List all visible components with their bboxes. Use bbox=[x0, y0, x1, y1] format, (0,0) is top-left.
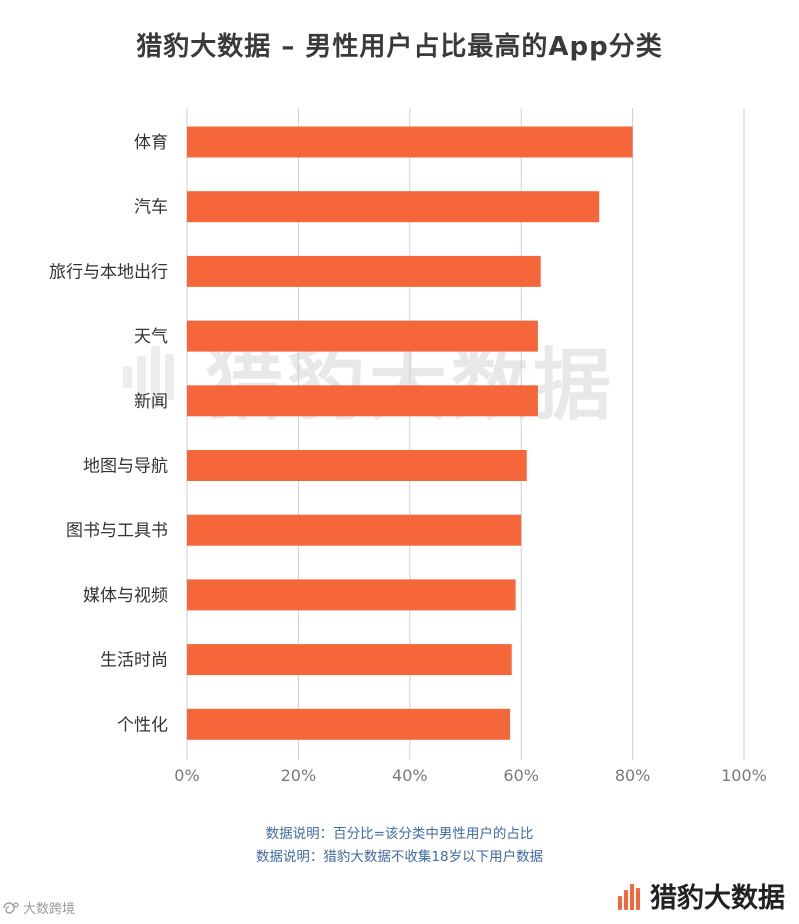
bottom-left-text: 大数跨境 bbox=[23, 902, 76, 917]
category-label: 体育 bbox=[134, 133, 168, 153]
category-label: 天气 bbox=[134, 327, 168, 347]
brand-name: 猎豹大数据 bbox=[650, 883, 785, 914]
x-tick-label: 80% bbox=[615, 766, 651, 785]
bar bbox=[187, 385, 538, 417]
category-label: 旅行与本地出行 bbox=[49, 262, 168, 282]
bar bbox=[187, 708, 511, 740]
brand-bars-icon bbox=[618, 883, 640, 910]
x-tick-label: 40% bbox=[392, 766, 428, 785]
swirl-logo-icon bbox=[2, 901, 20, 915]
data-note-2: 数据说明：猎豹大数据不收集18岁以下用户数据 bbox=[255, 849, 544, 865]
x-tick-label: 60% bbox=[503, 766, 539, 785]
chart-title: 猎豹大数据 – 男性用户占比最高的App分类 bbox=[136, 32, 663, 62]
bar bbox=[187, 514, 522, 546]
category-label: 个性化 bbox=[117, 715, 168, 735]
bar bbox=[187, 320, 538, 352]
bar bbox=[187, 644, 512, 676]
category-label: 媒体与视频 bbox=[83, 586, 168, 606]
category-label: 汽车 bbox=[134, 198, 168, 218]
data-note-1: 数据说明：百分比=该分类中男性用户的占比 bbox=[265, 826, 534, 842]
bottom-left-watermark: 大数跨境 bbox=[2, 898, 75, 917]
bar bbox=[187, 191, 600, 223]
category-label: 地图与导航 bbox=[83, 457, 168, 477]
brand-logo: 猎豹大数据 bbox=[618, 876, 785, 915]
category-label: 新闻 bbox=[134, 392, 168, 412]
x-axis-ticks: 0% 20% 40% 60% 80% 100% bbox=[174, 766, 767, 785]
bar bbox=[187, 126, 633, 158]
bars bbox=[187, 126, 633, 740]
category-label: 生活时尚 bbox=[100, 651, 168, 671]
category-label: 图书与工具书 bbox=[66, 521, 168, 541]
bar bbox=[187, 450, 527, 481]
x-tick-label: 100% bbox=[721, 766, 767, 785]
x-tick-label: 0% bbox=[174, 766, 199, 785]
x-tick-label: 20% bbox=[281, 766, 317, 785]
bar bbox=[187, 255, 541, 287]
bar bbox=[187, 579, 516, 611]
